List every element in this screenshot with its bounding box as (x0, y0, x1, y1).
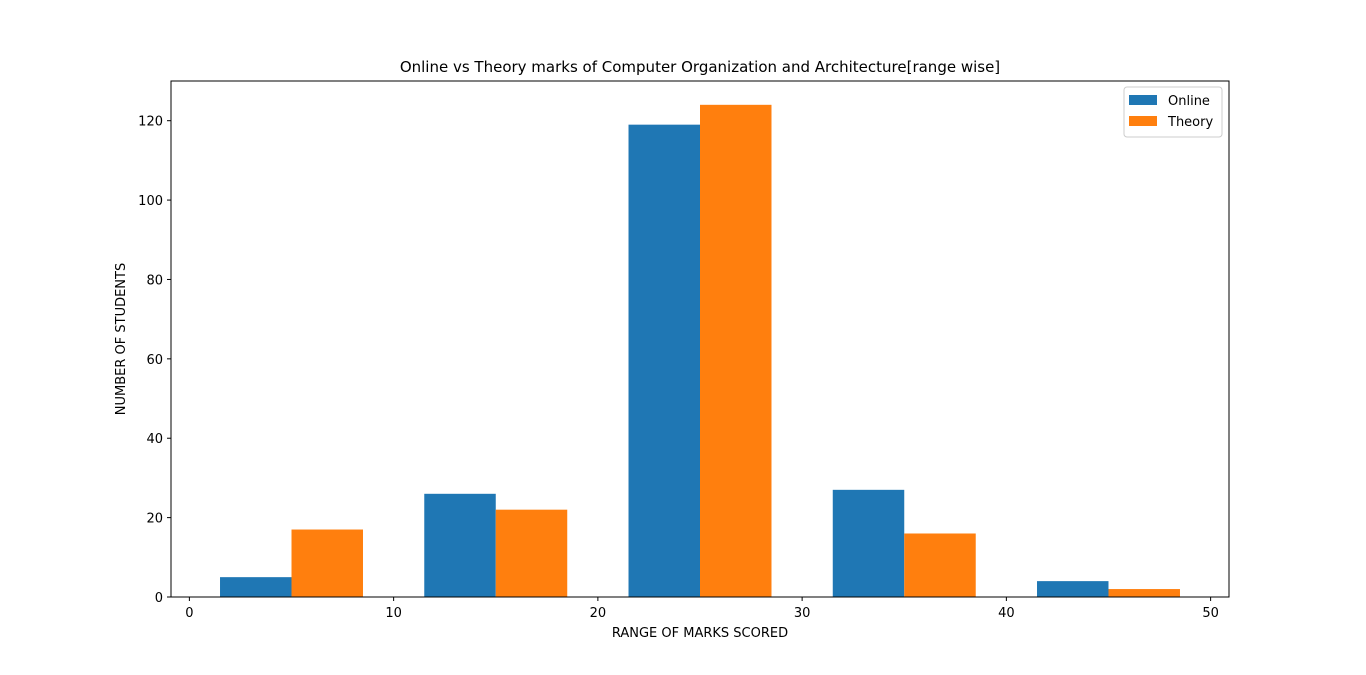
plot-area-frame (170, 80, 1230, 598)
bars-layer (220, 104, 1180, 598)
bar-online-0 (220, 577, 292, 597)
y-tick-label: 100 (138, 194, 163, 209)
bar-theory-0 (291, 529, 363, 597)
y-axis-label: NUMBER OF STUDENTS (114, 263, 129, 415)
x-tick-label: 20 (590, 606, 607, 621)
x-tick-label: 40 (998, 606, 1015, 621)
x-tick-label: 0 (185, 606, 193, 621)
bar-theory-2 (700, 104, 772, 598)
legend-swatch-theory (1129, 116, 1157, 126)
x-tick-label: 30 (794, 606, 811, 621)
bar-theory-4 (1108, 589, 1180, 597)
legend-label-theory: Theory (1167, 115, 1213, 130)
legend-label-online: Online (1168, 94, 1210, 109)
bar-online-1 (424, 493, 496, 597)
bar-theory-1 (495, 509, 568, 597)
bar-online-3 (832, 489, 905, 597)
x-tick-label: 10 (385, 606, 402, 621)
legend-swatch-online (1129, 95, 1157, 105)
bar-online-4 (1037, 581, 1109, 597)
y-tick-label: 80 (146, 273, 163, 288)
y-tick-label: 0 (155, 591, 163, 606)
y-tick-label: 120 (138, 115, 163, 130)
y-tick-label: 60 (146, 353, 163, 368)
bar-online-2 (628, 124, 700, 598)
y-tick-label: 40 (146, 432, 163, 447)
x-axis-label: RANGE OF MARKS SCORED (612, 626, 788, 641)
x-axis-ticks: 0 10 20 30 40 50 (185, 597, 1219, 621)
bar-theory-3 (904, 533, 976, 597)
y-axis-ticks: 0 20 40 60 80 100 120 (138, 115, 171, 606)
chart-title: Online vs Theory marks of Computer Organ… (400, 58, 1000, 76)
legend: Online Theory (1123, 86, 1223, 138)
y-tick-label: 20 (146, 512, 163, 527)
x-tick-label: 50 (1202, 606, 1219, 621)
